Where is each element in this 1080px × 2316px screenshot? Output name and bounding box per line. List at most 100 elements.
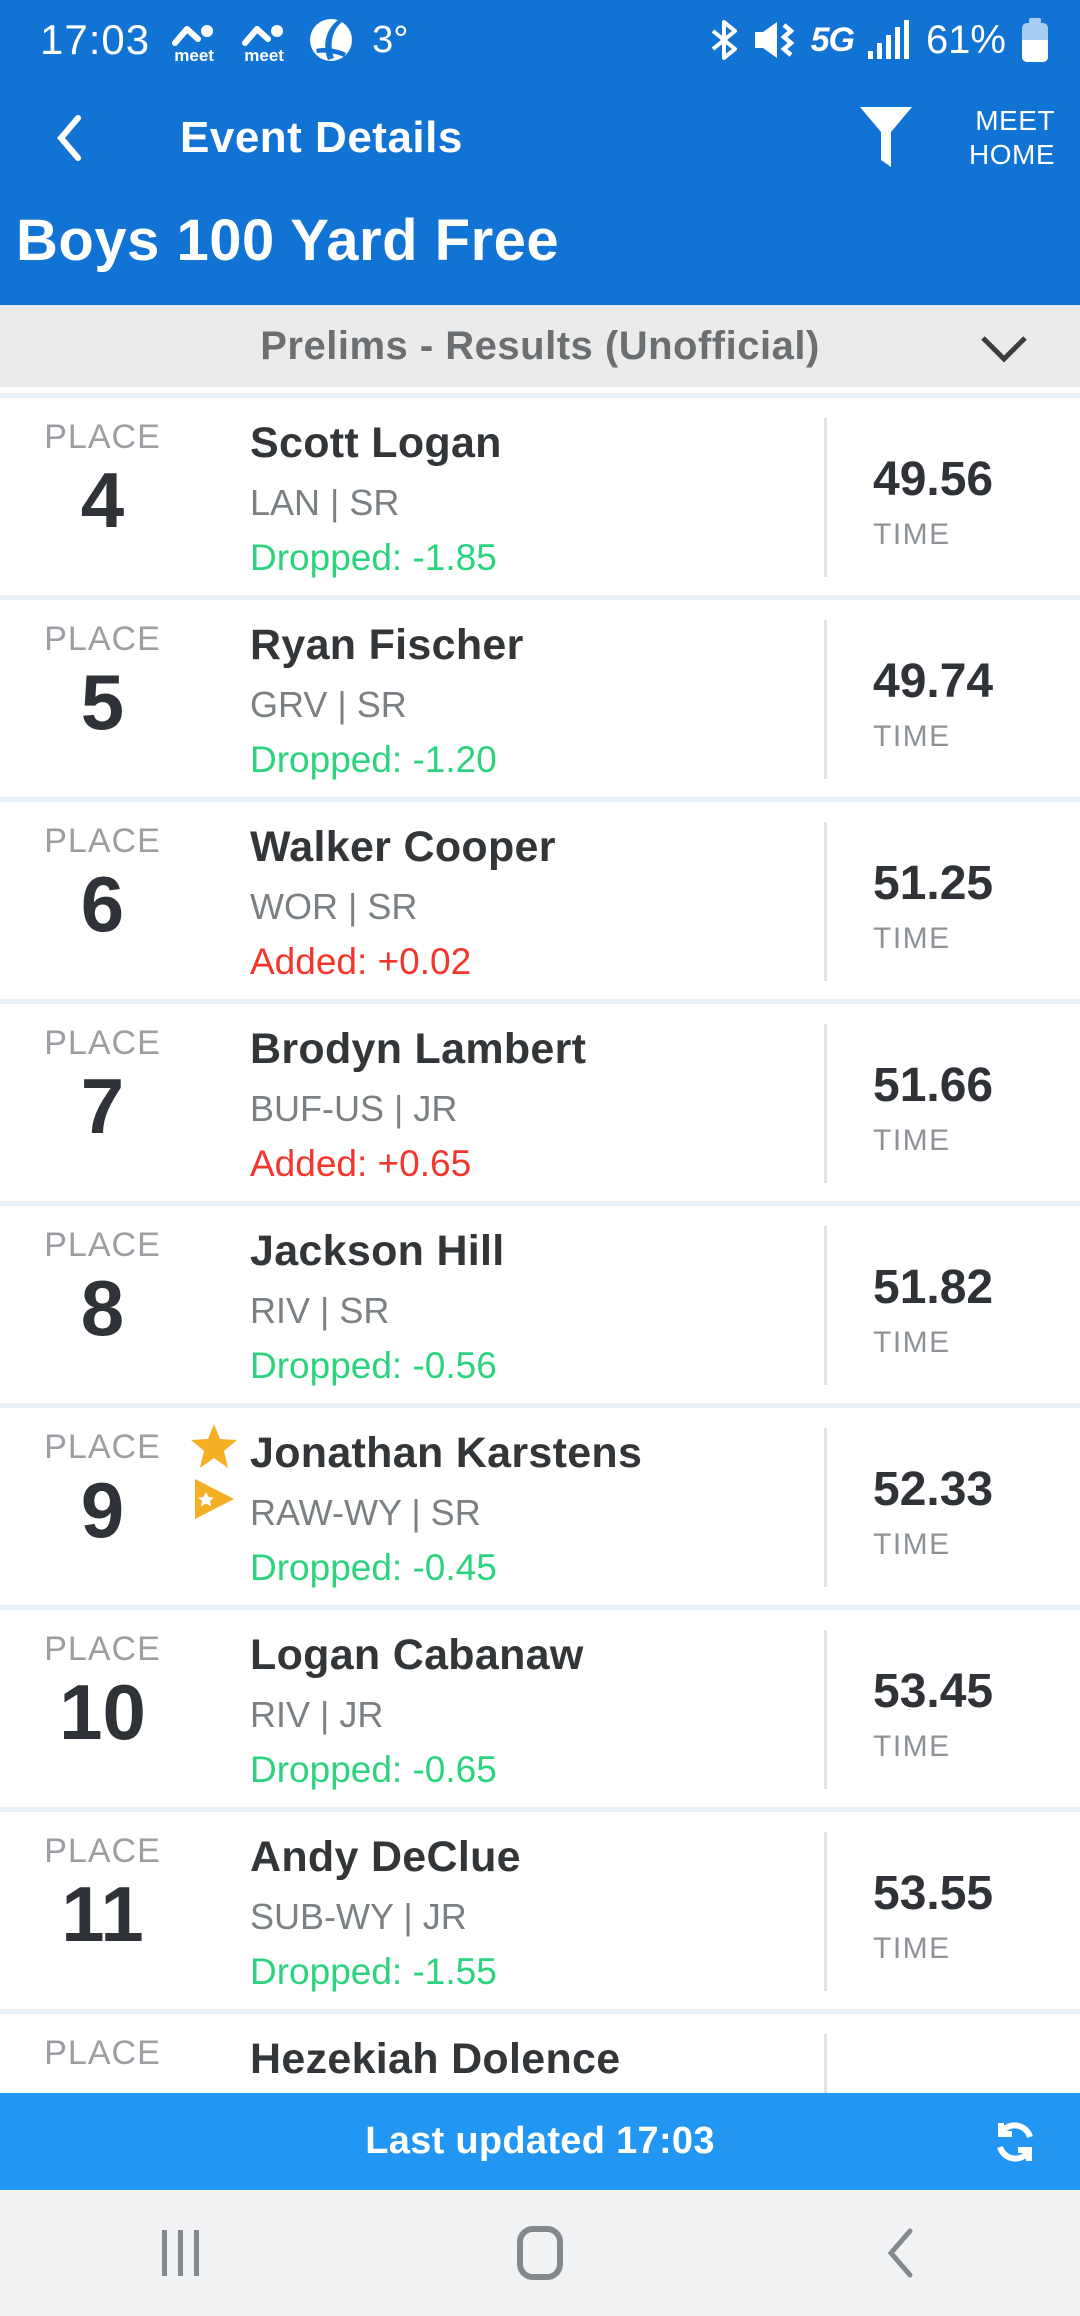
- time-delta: Dropped: -1.55: [250, 1951, 497, 1992]
- swimmer-name: Jonathan Karstens: [250, 1429, 643, 1477]
- time-label: TIME: [873, 1124, 951, 1157]
- swimmer-info: Ryan Fischer GRV | SR Dropped: -1.20: [205, 600, 824, 797]
- battery-icon: [1020, 16, 1050, 64]
- time-column: 51.82 TIME: [824, 1206, 1080, 1403]
- result-row[interactable]: PLACE Hezekiah Dolence: [0, 2009, 1080, 2093]
- app-header: 17:03 meet meet 3°: [0, 0, 1080, 305]
- chevron-down-icon: [980, 335, 1028, 368]
- place-column: PLACE 5: [0, 600, 205, 797]
- result-row[interactable]: PLACE 5 Ryan Fischer GRV | SR Dropped: -…: [0, 595, 1080, 797]
- result-row[interactable]: PLACE 8 Jackson Hill RIV | SR Dropped: -…: [0, 1201, 1080, 1403]
- time-label: TIME: [873, 518, 951, 551]
- swimmer-team: BUF-US | JR: [250, 1088, 458, 1129]
- place-label: PLACE: [44, 620, 161, 658]
- swimmer-info: Brodyn Lambert BUF-US | JR Added: +0.65: [205, 1004, 824, 1201]
- swimmer-team: GRV | SR: [250, 684, 407, 725]
- time-label: TIME: [873, 922, 951, 955]
- round-selector-label: Prelims - Results (Unofficial): [260, 323, 820, 368]
- temperature: 3°: [372, 18, 409, 61]
- time-column: 51.66 TIME: [824, 1004, 1080, 1201]
- round-selector[interactable]: Prelims - Results (Unofficial): [0, 305, 1080, 387]
- place-column: PLACE 6: [0, 802, 205, 999]
- bluetooth-icon: [709, 19, 739, 61]
- swimmer-team: SUB-WY | JR: [250, 1896, 467, 1937]
- home-button[interactable]: [360, 2226, 720, 2280]
- swimmer-info: Hezekiah Dolence: [205, 2014, 824, 2093]
- place-label: PLACE: [44, 418, 161, 456]
- last-updated-text: Last updated 17:03: [365, 2120, 715, 2162]
- time-column: 53.45 TIME: [824, 1610, 1080, 1807]
- place-label: PLACE: [44, 1226, 161, 1264]
- swimmer-team: LAN | SR: [250, 482, 400, 523]
- time-value: 49.56: [873, 453, 994, 506]
- meet-notification-icon: meet: [168, 23, 220, 64]
- last-updated-bar: Last updated 17:03: [0, 2093, 1080, 2190]
- time-delta: Dropped: -1.85: [250, 537, 497, 578]
- result-row[interactable]: PLACE 9 Jonathan Karstens RAW-WY | SR Dr…: [0, 1403, 1080, 1605]
- time-label: TIME: [873, 1730, 951, 1763]
- place-number: 6: [80, 860, 125, 948]
- time-value: 51.25: [873, 857, 994, 910]
- home-icon: [517, 2226, 563, 2280]
- place-column: PLACE: [0, 2014, 205, 2093]
- time-column: 49.74 TIME: [824, 600, 1080, 797]
- result-row[interactable]: PLACE 7 Brodyn Lambert BUF-US | JR Added…: [0, 999, 1080, 1201]
- recents-button[interactable]: [0, 2230, 360, 2276]
- place-number: 10: [59, 1668, 146, 1756]
- network-type: 5G: [810, 20, 855, 59]
- meet-home-button[interactable]: MEET HOME: [969, 105, 1055, 170]
- place-label: PLACE: [44, 822, 161, 860]
- swimmer-name: Jackson Hill: [250, 1227, 505, 1275]
- results-list: PLACE 4 Scott Logan LAN | SR Dropped: -1…: [0, 387, 1080, 2093]
- page-title: Event Details: [180, 112, 463, 162]
- time-value: 51.82: [873, 1261, 994, 1314]
- time-column: 52.33 TIME: [824, 1408, 1080, 1605]
- place-label: PLACE: [44, 1024, 161, 1062]
- star-icon: [191, 1424, 237, 1468]
- swimmer-name: Scott Logan: [250, 419, 502, 467]
- swimmer-name: Ryan Fischer: [250, 621, 524, 669]
- time-delta: Added: +0.02: [250, 941, 472, 982]
- recents-icon: [161, 2230, 199, 2276]
- place-column: PLACE 10: [0, 1610, 205, 1807]
- swimmer-team: WOR | SR: [250, 886, 418, 927]
- swimmer-name: Brodyn Lambert: [250, 1025, 587, 1073]
- swimmer-info: Scott Logan LAN | SR Dropped: -1.85: [205, 398, 824, 595]
- place-number: 5: [80, 658, 125, 746]
- result-row[interactable]: PLACE 11 Andy DeClue SUB-WY | JR Dropped…: [0, 1807, 1080, 2009]
- status-bar: 17:03 meet meet 3°: [0, 0, 1080, 80]
- result-row[interactable]: PLACE 10 Logan Cabanaw RIV | JR Dropped:…: [0, 1605, 1080, 1807]
- place-column: PLACE 4: [0, 398, 205, 595]
- time-column: 51.25 TIME: [824, 802, 1080, 999]
- swimmer-flags: [190, 1423, 238, 1522]
- time-label: TIME: [873, 1528, 951, 1561]
- time-value: 52.33: [873, 1463, 994, 1516]
- swimmer-team: RIV | JR: [250, 1694, 384, 1735]
- time-label: TIME: [873, 720, 951, 753]
- place-label: PLACE: [44, 1630, 161, 1668]
- swimmer-info: Logan Cabanaw RIV | JR Dropped: -0.65: [205, 1610, 824, 1807]
- vibrate-mute-icon: [753, 19, 797, 61]
- result-row[interactable]: PLACE 6 Walker Cooper WOR | SR Added: +0…: [0, 797, 1080, 999]
- clock: 17:03: [40, 16, 151, 63]
- time-value: 53.55: [873, 1867, 994, 1920]
- time-delta: Dropped: -1.20: [250, 739, 497, 780]
- place-number: 9: [80, 1466, 125, 1554]
- place-label: PLACE: [44, 1832, 161, 1870]
- place-label: PLACE: [44, 2034, 161, 2072]
- result-row[interactable]: PLACE 4 Scott Logan LAN | SR Dropped: -1…: [0, 393, 1080, 595]
- nav-back-button[interactable]: [720, 2226, 1080, 2280]
- back-button[interactable]: [55, 113, 95, 163]
- swimmer-name: Andy DeClue: [250, 1833, 521, 1881]
- swimmer-team: RIV | SR: [250, 1290, 390, 1331]
- signal-strength-icon: [867, 19, 912, 61]
- weather-icon: [308, 17, 354, 63]
- pennant-icon: [195, 1479, 234, 1519]
- time-column: [824, 2014, 1080, 2093]
- time-value: 49.74: [873, 655, 994, 708]
- filter-button[interactable]: [858, 105, 914, 171]
- swimmer-name: Logan Cabanaw: [250, 1631, 584, 1679]
- place-column: PLACE 11: [0, 1812, 205, 2009]
- refresh-icon[interactable]: [992, 2119, 1038, 2170]
- android-nav-bar: [0, 2190, 1080, 2316]
